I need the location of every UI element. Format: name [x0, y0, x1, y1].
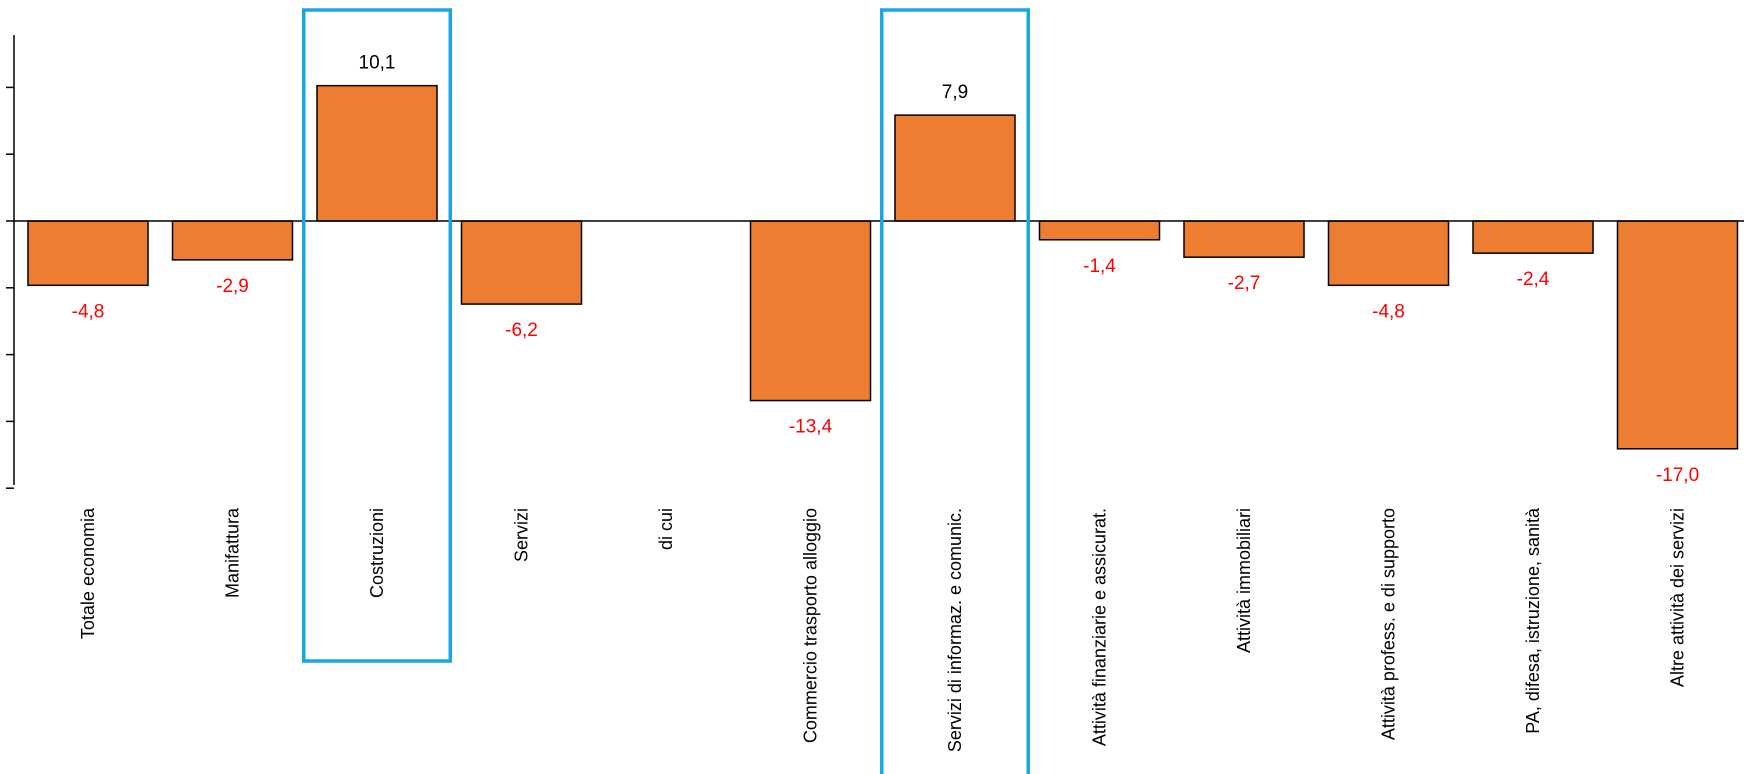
x-tick-label: di cui [656, 508, 676, 550]
data-label: -17,0 [1656, 465, 1699, 486]
bar [749, 220, 872, 402]
data-label: -13,4 [789, 417, 833, 438]
data-label: -2,7 [1228, 273, 1261, 294]
data-label: -2,4 [1517, 269, 1550, 290]
category-labels: Totale economia Manifattura Costruzioni Ser… [78, 507, 1688, 752]
data-label: 10,1 [359, 53, 396, 74]
bar [1327, 220, 1450, 287]
bar [460, 220, 583, 305]
x-tick-label: Totale economia [78, 507, 98, 639]
x-tick-label: Servizi [512, 508, 532, 562]
x-tick-label: Costruzioni [367, 508, 387, 598]
x-tick-label: Attività profess. e di supporto [1379, 508, 1399, 740]
data-label: -2,9 [216, 276, 249, 297]
bar [171, 220, 294, 261]
bar [1616, 220, 1739, 450]
x-tick-label: Commercio trasporto alloggio [801, 508, 821, 743]
x-tick-label: Attività immobiliari [1234, 508, 1254, 653]
y-axis [6, 35, 15, 489]
x-tick-label: Attività finanziarie e assicurat. [1090, 508, 1110, 746]
data-label: -4,8 [1372, 301, 1405, 322]
bar [1038, 220, 1161, 241]
x-tick-label: PA, difesa, istruzione, sanità [1523, 507, 1543, 734]
bar [27, 220, 149, 287]
data-label: -6,2 [505, 320, 538, 341]
bars [27, 84, 1739, 450]
highlight-boxes [302, 8, 1030, 774]
x-tick-label: Manifattura [223, 507, 243, 598]
highlight-box [880, 8, 1030, 774]
bar [1472, 220, 1594, 254]
value-labels: -4,8 -2,9 10,1 -6,2 -13,4 7,9 -1,4 -2,7 -4,8 -2,4… [72, 53, 1700, 486]
x-tick-label: Altre attività dei servizi [1668, 508, 1688, 687]
bar [1183, 220, 1305, 258]
highlight-box [302, 8, 452, 663]
x-tick-label: Servizi di informaz. e comunic. [945, 508, 965, 752]
data-label: 7,9 [942, 82, 968, 103]
bar [894, 114, 1016, 222]
data-label: -1,4 [1083, 256, 1116, 277]
bar [316, 84, 438, 222]
data-label: -4,8 [72, 301, 105, 322]
